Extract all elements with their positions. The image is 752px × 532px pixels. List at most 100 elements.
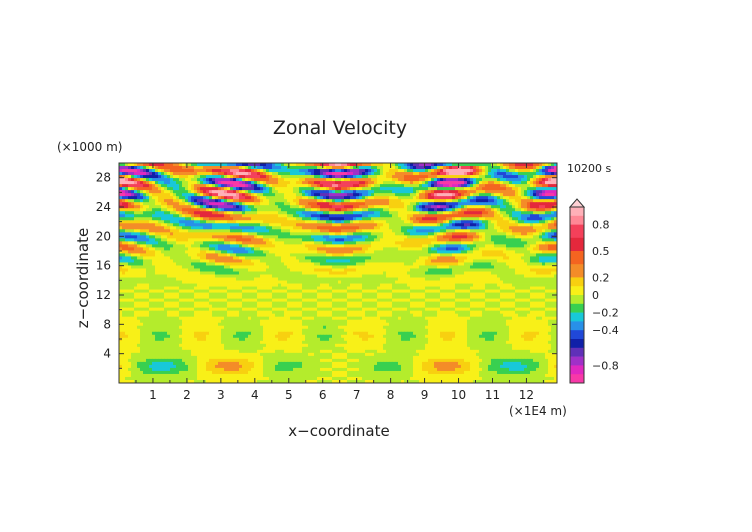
field-cell [281, 250, 285, 254]
field-cell [260, 208, 264, 212]
field-cell [512, 247, 516, 251]
field-cell [164, 190, 168, 194]
field-cell [398, 172, 402, 176]
field-cell [212, 259, 216, 263]
field-cell [404, 247, 408, 251]
field-cell [416, 196, 420, 200]
field-cell [317, 169, 321, 173]
field-cell [479, 235, 483, 239]
field-cell [158, 235, 162, 239]
field-cell [305, 166, 309, 170]
field-cell [542, 223, 546, 227]
field-cell [212, 208, 216, 212]
field-cell [536, 217, 540, 221]
field-cell [131, 175, 135, 179]
field-cell [347, 172, 351, 176]
field-cell [518, 241, 522, 245]
field-cell [290, 196, 294, 200]
field-cell [365, 256, 369, 260]
field-cell [395, 184, 399, 188]
field-cell [443, 232, 447, 236]
field-cell [254, 163, 258, 167]
field-cell [386, 190, 390, 194]
field-cell [236, 169, 240, 173]
field-cell [185, 178, 189, 182]
field-cell [293, 220, 297, 224]
field-cell [194, 241, 198, 245]
field-cell [500, 235, 504, 239]
field-cell [167, 175, 171, 179]
field-cell [419, 247, 423, 251]
field-cell [500, 181, 504, 185]
field-cell [527, 250, 531, 254]
field-cell [128, 193, 132, 197]
field-cell [149, 190, 153, 194]
field-cell [152, 217, 156, 221]
field-cell [290, 208, 294, 212]
field-cell [533, 220, 537, 224]
field-cell [404, 187, 408, 191]
field-cell [323, 199, 327, 203]
field-cell [542, 220, 546, 224]
field-cell [167, 172, 171, 176]
field-cell [266, 202, 270, 206]
field-cell [254, 241, 258, 245]
field-cell [443, 175, 447, 179]
field-cell [248, 190, 252, 194]
field-cell [473, 241, 477, 245]
field-cell [389, 205, 393, 209]
field-cell [140, 208, 144, 212]
field-cell [371, 259, 375, 263]
field-cell [548, 253, 552, 257]
field-cell [434, 211, 438, 215]
field-cell [260, 232, 264, 236]
field-cell [455, 262, 459, 266]
field-cell [134, 190, 138, 194]
field-cell [383, 241, 387, 245]
field-cell [299, 184, 303, 188]
field-cell [440, 232, 444, 236]
field-cell [173, 181, 177, 185]
field-cell [251, 169, 255, 173]
field-cell [167, 241, 171, 245]
field-cell [485, 241, 489, 245]
field-cell [548, 199, 552, 203]
field-cell [230, 238, 234, 242]
field-cell [509, 178, 513, 182]
field-cell [188, 250, 192, 254]
field-cell [374, 214, 378, 218]
field-cell [122, 217, 126, 221]
field-cell [185, 181, 189, 185]
field-cell [251, 259, 255, 263]
field-cell [263, 220, 267, 224]
field-cell [527, 172, 531, 176]
field-cell [389, 244, 393, 248]
field-cell [545, 193, 549, 197]
field-cell [170, 232, 174, 236]
field-cell [299, 238, 303, 242]
field-cell [236, 184, 240, 188]
field-cell [473, 247, 477, 251]
field-cell [458, 229, 462, 233]
field-cell [509, 208, 513, 212]
field-cell [458, 238, 462, 242]
field-cell [452, 220, 456, 224]
field-cell [242, 238, 246, 242]
field-cell [197, 220, 201, 224]
field-cell [305, 175, 309, 179]
field-cell [398, 232, 402, 236]
field-cell [287, 190, 291, 194]
field-cell [548, 187, 552, 191]
field-cell [410, 214, 414, 218]
field-cell [248, 220, 252, 224]
field-cell [359, 181, 363, 185]
field-cell [191, 244, 195, 248]
field-cell [362, 238, 366, 242]
field-cell [152, 193, 156, 197]
field-cell [542, 238, 546, 242]
field-cell [497, 262, 501, 266]
field-cell [404, 229, 408, 233]
field-cell [530, 184, 534, 188]
field-cell [209, 163, 213, 167]
field-cell [119, 190, 123, 194]
